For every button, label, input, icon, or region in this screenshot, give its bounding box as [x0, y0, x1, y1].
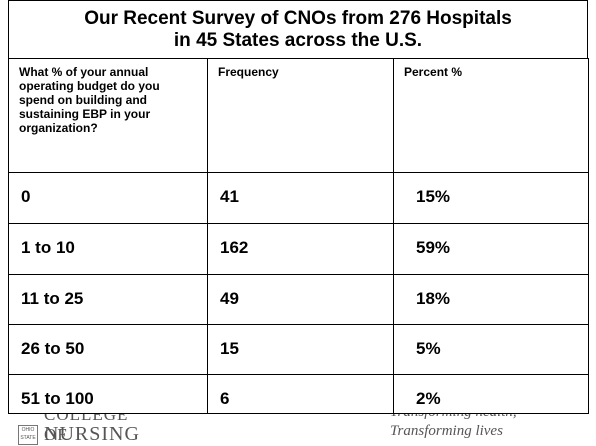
tagline-2: Transforming lives	[390, 423, 503, 439]
table-cell: 11 to 25	[8, 274, 208, 325]
table-cell: 0	[8, 172, 208, 224]
table-cell: 1 to 10	[8, 223, 208, 275]
table-cell: 59%	[393, 223, 589, 275]
table-cell: 49	[207, 274, 394, 325]
table-title: Our Recent Survey of CNOs from 276 Hospi…	[8, 0, 588, 59]
table-cell: 26 to 50	[8, 324, 208, 375]
header-cell: Frequency	[207, 58, 394, 173]
table-cell: 51 to 100	[8, 374, 208, 414]
table-cell: 41	[207, 172, 394, 224]
table-cell: 15%	[393, 172, 589, 224]
logo-line2: NURSING	[44, 423, 140, 445]
header-cell: Percent %	[393, 58, 589, 173]
table-cell: 5%	[393, 324, 589, 375]
title-line: in 45 States across the U.S.	[173, 30, 423, 51]
title-line: Our Recent Survey of CNOs from 276 Hospi…	[84, 8, 512, 29]
table-cell: 15	[207, 324, 394, 375]
table-cell: 162	[207, 223, 394, 275]
header-cell: What % of your annual operating budget d…	[8, 58, 208, 173]
table-cell: 18%	[393, 274, 589, 325]
logo-mark: OHIO STATE	[18, 425, 38, 445]
table-cell: 2%	[393, 374, 589, 414]
table-cell: 6	[207, 374, 394, 414]
